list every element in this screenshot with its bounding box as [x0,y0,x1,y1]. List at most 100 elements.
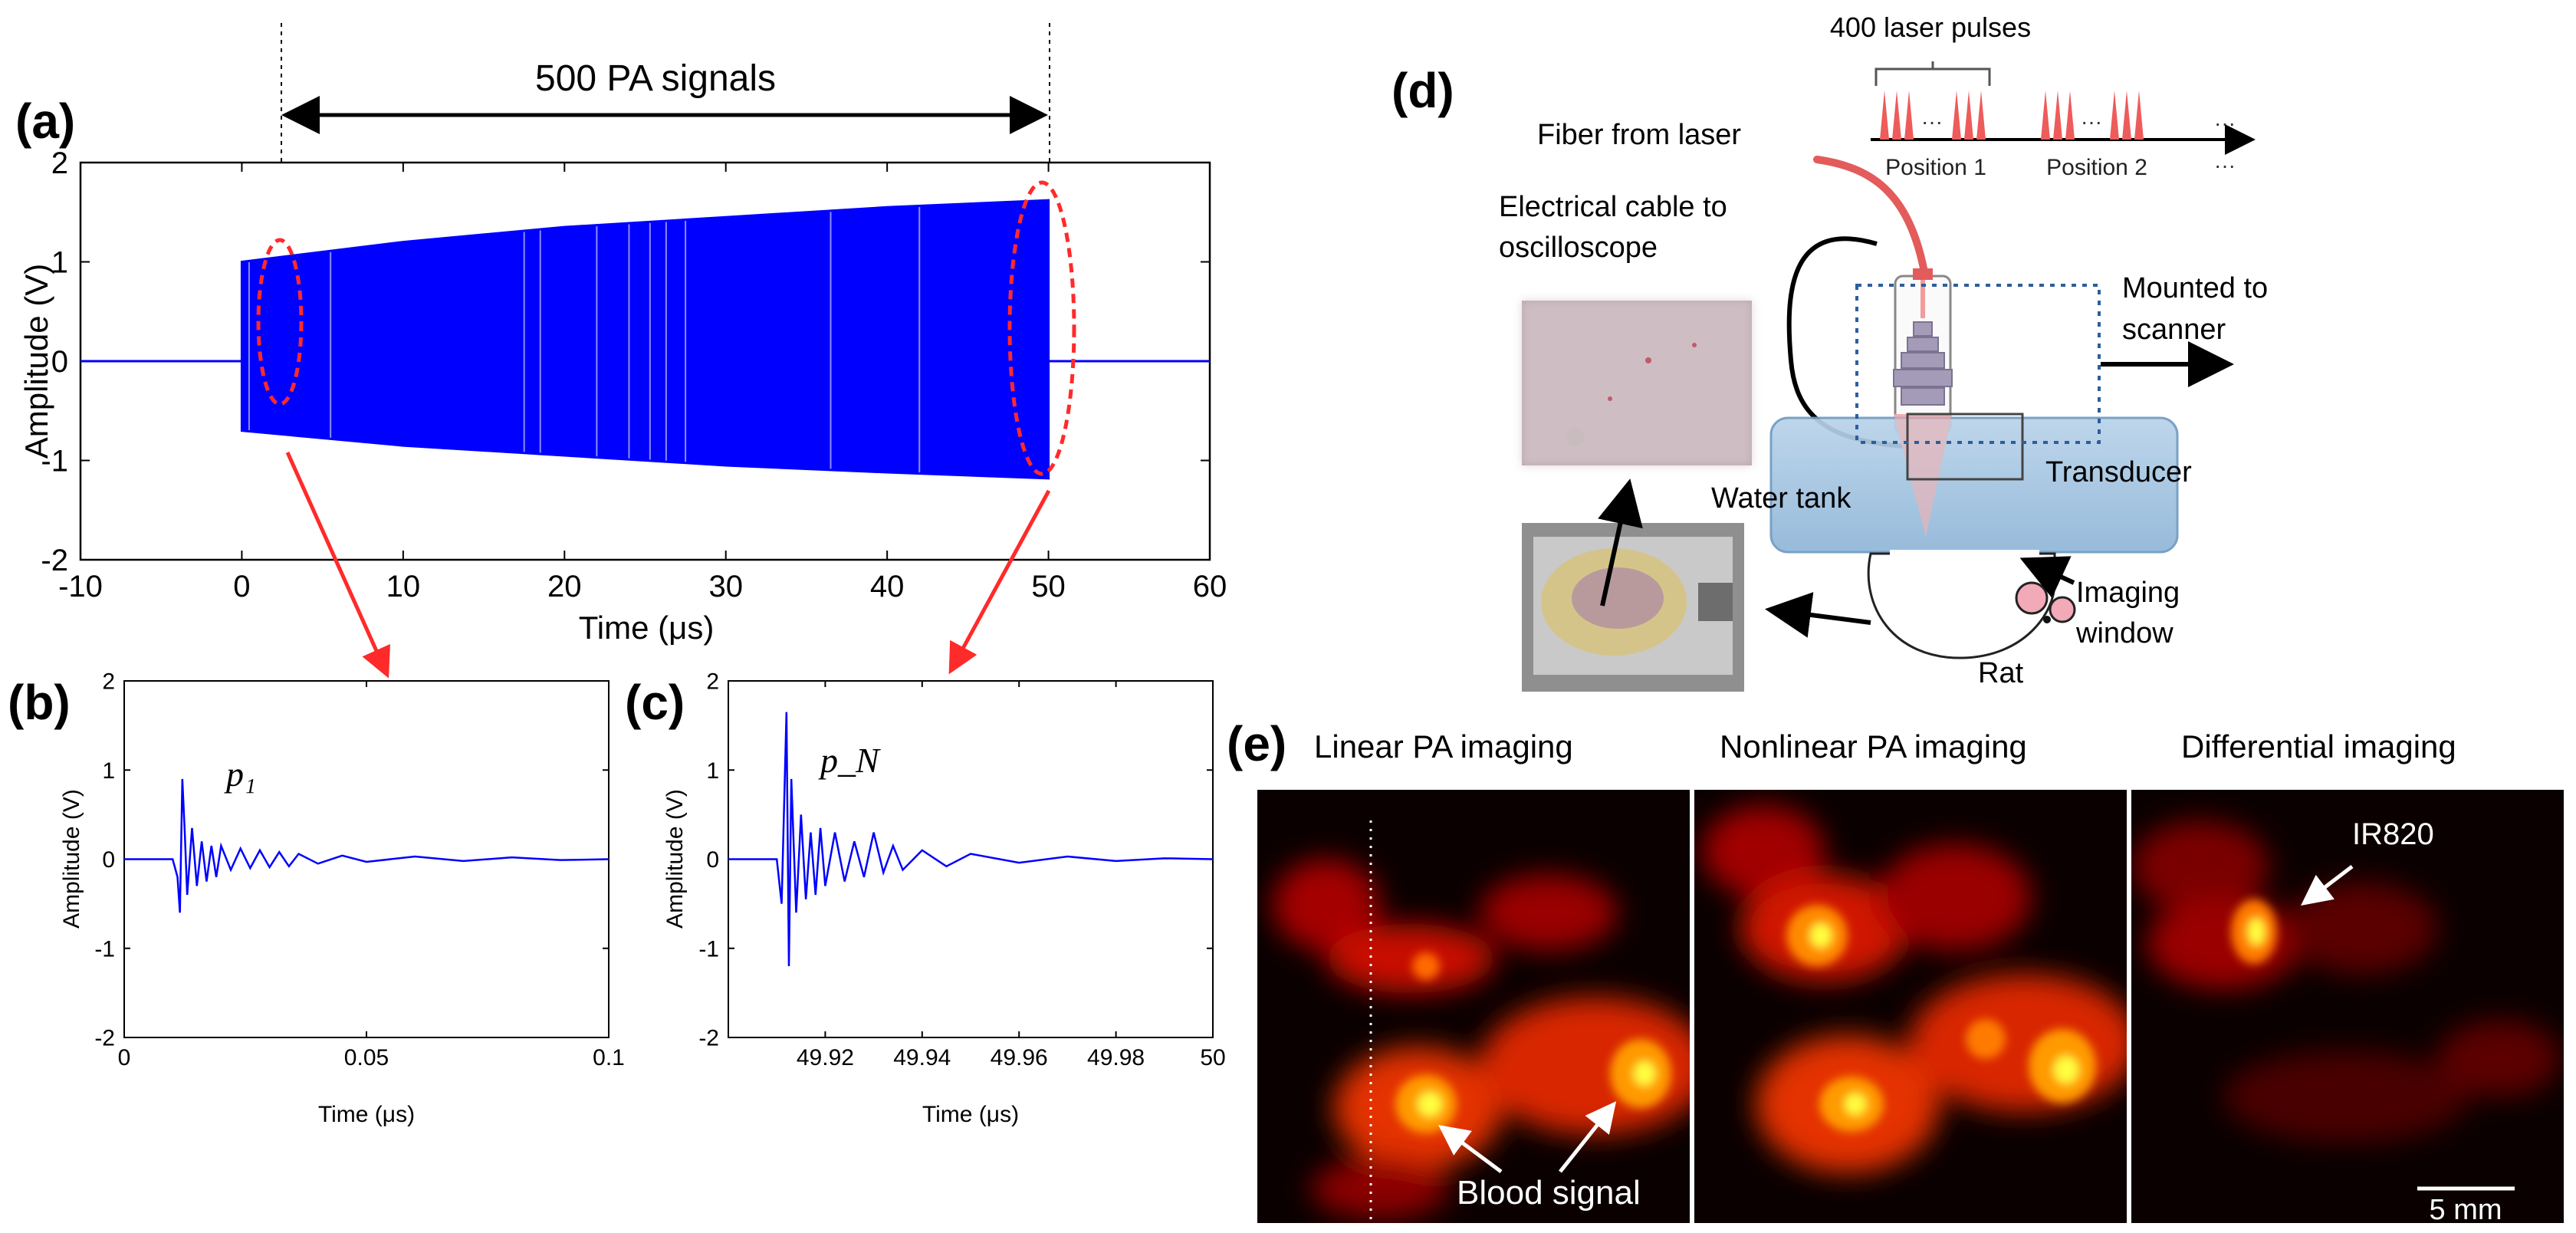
xtick-label: 49.92 [797,1045,854,1070]
electrical-cable [1786,236,1906,449]
annotation-p1: p₁ [224,755,256,794]
xtick-label: 49.94 [893,1045,951,1070]
position1-label: Position 1 [1885,155,1986,180]
xtick-label: 50 [1200,1045,1225,1070]
xlabel-c: Time (μs) [922,1102,1019,1127]
panel-a-top-text: 500 PA signals [535,58,776,99]
transducer-box [1906,413,2024,481]
ytick-label: 2 [51,146,68,180]
ir820-label: IR820 [2352,817,2434,851]
image-title-differential: Differential imaging [2181,728,2456,764]
ytick-label: 0 [102,847,115,873]
ytick-label: -1 [698,936,719,962]
rat-to-photo-arrow [1765,592,1871,638]
ytick-label: 0 [706,847,719,873]
pulse-dots-3: ··· [2214,111,2236,135]
blood-arrow-left [1438,1125,1503,1174]
differential-image [2131,790,2564,1223]
imaging-label-line2: window [2075,617,2174,649]
nonlinear-pa-image [1694,790,2127,1223]
mounted-label-line2: scanner [2122,314,2226,346]
fiber-cable [1813,156,1928,276]
signal-line-pN [728,712,1214,967]
ytick-label: 2 [706,669,719,695]
ytick-label: -2 [698,1026,719,1051]
red-arrow-to-c [948,489,1051,675]
position2-label: Position 2 [2046,155,2147,180]
ytick-label: 1 [51,246,68,280]
cable-label-line1: Electrical cable to [1499,191,1727,223]
blood-arrow-right [1559,1101,1617,1173]
panel-c: (c) 49.92 49.94 49.96 49.98 50 -2 -1 0 1 2 Amplit… [625,669,1226,1128]
imaging-label-line1: Imaging [2076,577,2180,609]
xtick-label: 0 [233,570,250,603]
ytick-label: -1 [41,445,68,478]
xtick-label: 60 [1193,570,1227,603]
pulse-dots-1: ··· [1921,110,1943,133]
panel-a-label: (a) [15,94,75,149]
panel-b: (b) 0 0.05 0.1 -2 -1 0 1 2 Amplitude (V) Time (… [8,669,625,1128]
panel-d: (d) 400 laser pulses ··· ··· ··· ··· Pos… [1392,12,2268,692]
xtick-label: 10 [386,570,421,603]
ticks-c: 49.92 49.94 49.96 49.98 50 -2 -1 0 1 2 [698,669,1225,1071]
pulse-dots-2: ··· [2081,110,2102,133]
photo-up-arrow [1598,478,1643,607]
annotation-pN: p_N [818,741,881,780]
pulse-dots-4: ··· [2214,153,2236,177]
transducer-label: Transducer [2045,456,2192,488]
signal-envelope-edge [240,199,1050,480]
fiber-label: Fiber from laser [1537,119,1741,151]
image-title-nonlinear: Nonlinear PA imaging [1720,728,2027,764]
ytick-label: 0 [51,345,68,379]
ytick-label: -1 [94,936,115,962]
ytick-label: -2 [41,544,68,577]
imaging-window-arrow [2019,556,2075,598]
ylabel-c: Amplitude (V) [662,789,688,929]
ylabel-b: Amplitude (V) [59,789,84,929]
xtick-label: 0.05 [344,1045,389,1070]
water-tank-label: Water tank [1711,482,1852,515]
panel-c-label: (c) [625,675,685,730]
scale-bar-label: 5 mm [2430,1194,2502,1226]
panel-d-label: (d) [1392,63,1454,118]
xtick-label: -10 [58,570,103,603]
panel-a: (a) 500 PA signals -10 0 10 20 30 40 50 60-2-10… [15,23,1227,679]
panel-e-label: (e) [1227,716,1286,771]
ytick-label: 2 [102,669,115,695]
rat-label: Rat [1978,657,2024,689]
ytick-label: 1 [102,758,115,784]
xtick-label: 40 [870,570,905,603]
plot-b [124,778,610,913]
signal-line-p1 [124,778,610,913]
ir820-arrow [2301,865,2354,906]
ytick-label: -2 [94,1026,115,1051]
optics-stack [1893,321,1953,406]
highlight-ellipse-right [1007,180,1076,476]
xlabel-a: Time (μs) [579,610,715,646]
probe-fiber-tip [1913,268,1933,280]
panel-b-label: (b) [8,675,71,730]
image-title-linear: Linear PA imaging [1314,728,1573,764]
xlabel-b: Time (μs) [318,1102,415,1127]
mounted-label-line1: Mounted to [2122,272,2268,304]
plot-a [80,178,1210,544]
xtick-label: 49.96 [991,1045,1048,1070]
ticks-b: 0 0.05 0.1 -2 -1 0 1 2 [94,669,625,1071]
pulse-train-position2 [2041,90,2144,140]
pulses-label: 400 laser pulses [1830,12,2031,43]
pulses-bracket [1875,61,1991,86]
ytick-label: 1 [706,758,719,784]
plot-c [728,712,1214,967]
rat-illustration [1867,550,2076,659]
xtick-label: 0 [118,1045,131,1070]
xtick-label: 20 [547,570,582,603]
xtick-label: 49.98 [1087,1045,1145,1070]
blood-signal-label: Blood signal [1457,1174,1641,1212]
signal-envelope [242,200,1049,478]
panel-e: (e) Linear PA imaging Nonlinear PA imagi… [1227,716,2564,1226]
ylabel-a: Amplitude (V) [18,264,54,459]
xtick-label: 50 [1031,570,1066,603]
highlight-ellipse-left [256,238,304,406]
